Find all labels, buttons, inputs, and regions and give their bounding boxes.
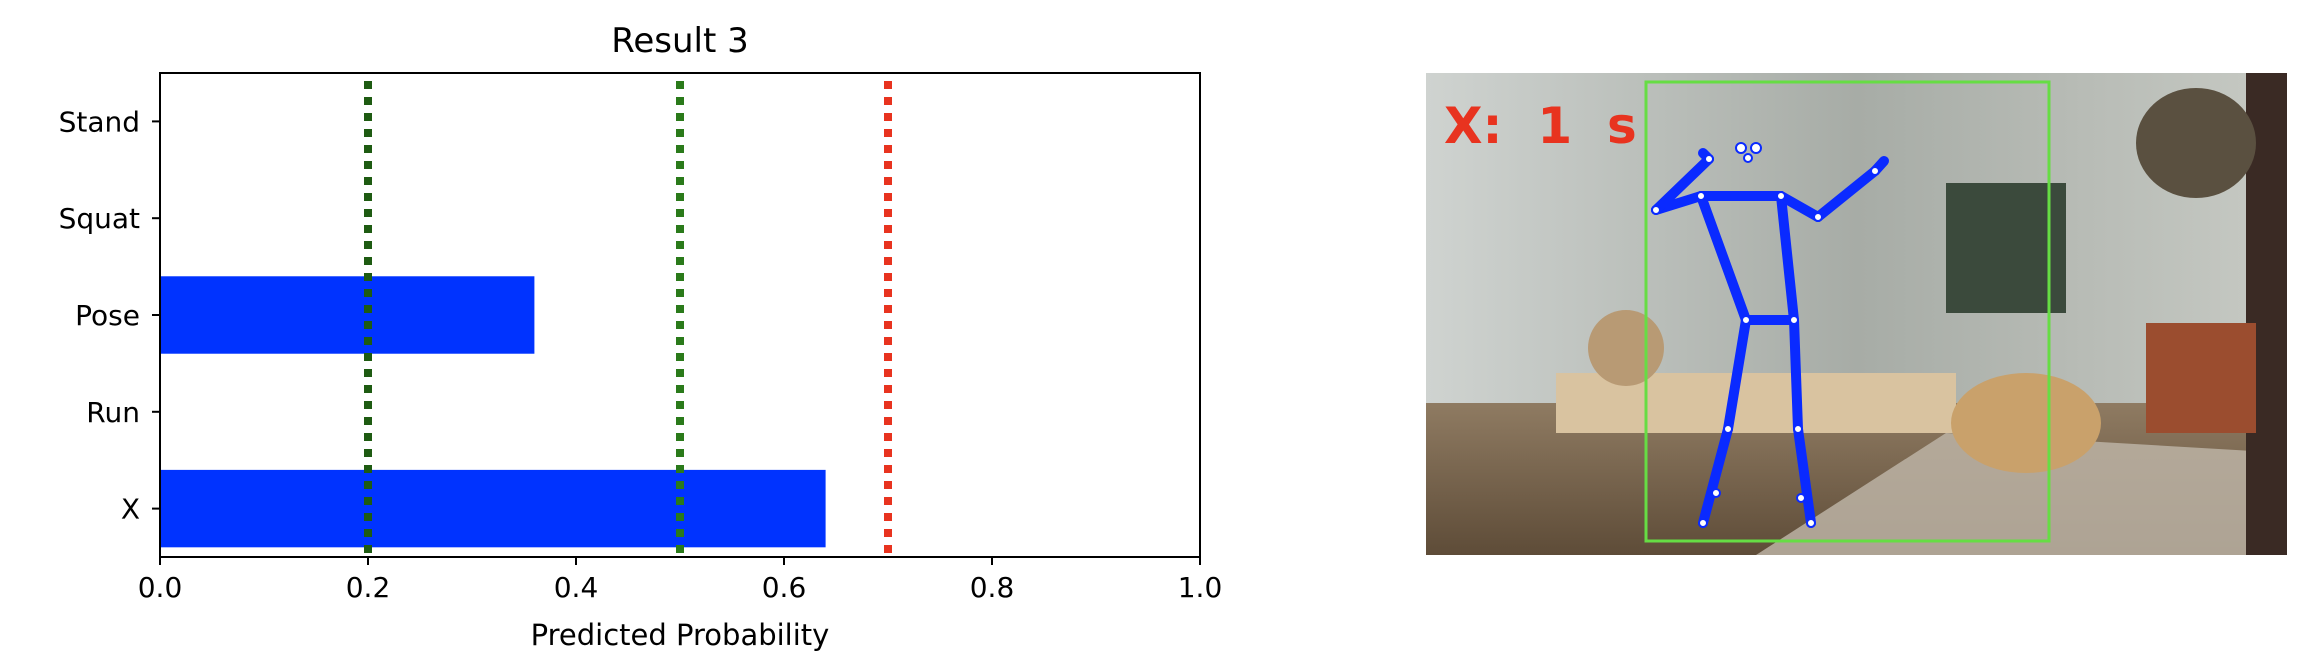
rug [1756,433,2287,555]
pose-detection-image: X: 1 s [1426,73,2287,555]
bar-pose [160,276,535,354]
x-tick-label: 1.0 [1178,571,1223,604]
y-tick-label-x: X [121,493,140,526]
x-tick-label: 0.4 [554,571,599,604]
y-tick-label-pose: Pose [75,299,140,332]
x-tick-label: 0.2 [346,571,391,604]
x-axis-label: Predicted Probability [531,618,830,652]
class-time-overlay: X: 1 s [1444,97,1637,155]
pose-skeleton [1651,148,1889,528]
armchair [2146,323,2256,433]
chart-title: Result 3 [611,21,749,61]
detection-bounding-box [1644,80,2051,543]
y-tick-label-run: Run [86,396,140,429]
x-tick-label: 0.8 [970,571,1015,604]
bar-x [160,469,826,548]
x-tick-label: 0.0 [138,571,183,604]
hanging-plant [2136,88,2256,198]
pose-keypoints [1651,142,1880,528]
rattan-lamp [1588,310,1664,386]
lounge-chair [1951,373,2101,473]
y-tick-label-squat: Squat [59,202,140,235]
bar-chart: Result 3 Stand Squat Pose Run X 0.0 0.2 0.4 0.6… [59,21,1223,652]
wall-art [1946,183,2066,313]
y-tick-label-stand: Stand [59,105,140,138]
x-tick-label: 0.6 [762,571,807,604]
